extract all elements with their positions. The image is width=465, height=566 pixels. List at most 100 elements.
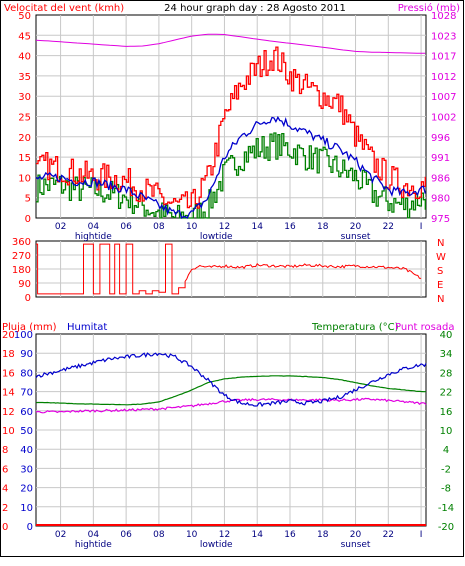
x-tick-label: 06 [120,222,132,232]
wind-y-tick: 40 [18,52,31,63]
x-tick-label: 16 [284,222,296,232]
humidity-y-tick: 0 [27,522,33,533]
compass-letter-e: E [437,280,443,291]
direction-y-tick: 180 [12,265,31,276]
dewpoint-axis-label: Punt rosada [395,322,454,333]
humidity-y-tick: 20 [20,484,33,495]
rain-axis-label: Pluja (mm) [2,322,57,333]
temp-y-tick: 28 [440,368,453,379]
rain-y-tick: 12 [2,407,15,418]
wind-y-tick: 10 [18,173,31,184]
x-tick-label: 16 [284,530,296,540]
x-event-label: lowtide [200,232,233,242]
x-event-label: sunset [341,540,371,550]
x-event-label: hightide [75,232,112,242]
x-tick-label: 22 [383,222,394,232]
wind-y-tick: 50 [18,11,31,22]
x-tick-label: 20 [350,222,362,232]
wind-axis-label: Velocitat del vent (kmh) [4,3,124,14]
pressure-line [35,33,426,54]
x-tick-label: 06 [120,530,132,540]
x-tick-label: 12 [219,530,230,540]
temp-y-tick: 16 [440,407,453,418]
wind-y-tick: 35 [18,72,31,83]
pressure-y-tick: 996 [431,133,450,144]
wind-y-tick: 0 [25,214,31,225]
temp-y-tick: -8 [441,484,451,495]
temperature-axis-label: Temperatura (°C) [311,322,399,333]
humidity-y-tick: 10 [20,503,33,514]
x-event-label: lowtide [200,540,233,550]
compass-letter-s: S [437,266,443,277]
x-tick-label: 18 [317,222,329,232]
wind-speed-line [35,115,426,220]
compass-letter-w: W [436,252,446,263]
temperature-line [35,375,427,406]
x-tick-label: 04 [88,222,100,232]
rain-y-tick: 4 [2,484,8,495]
x-tick-label: 18 [317,530,329,540]
x-tick-label: 22 [383,530,394,540]
rain-y-tick: 8 [2,445,8,456]
x-tick-label: 12 [219,222,230,232]
pressure-y-tick: 986 [431,173,450,184]
x-tick-label: 20 [350,530,362,540]
pressure-y-tick: 1007 [431,92,456,103]
humidity-y-tick: 90 [20,349,33,360]
rain-y-tick: 10 [2,426,15,437]
rain-y-tick: 16 [2,368,15,379]
wind-y-tick: 5 [25,194,31,205]
compass-letter-n-bottom: N [437,294,444,305]
pressure-y-tick: 975 [431,214,450,225]
x-tick-label: 08 [153,530,165,540]
temp-y-tick: 40 [440,330,453,341]
humidity-y-tick: 100 [14,330,33,341]
grid-lines [36,15,426,526]
direction-y-tick: 360 [12,237,31,248]
temp-y-tick: -20 [438,522,454,533]
humidity-y-tick: 30 [20,464,33,475]
humidity-y-tick: 70 [20,388,33,399]
x-tick-label: 10 [186,530,198,540]
compass-letter-n-top: N [437,238,444,249]
pressure-y-tick: 1023 [431,31,456,42]
temp-y-tick: 4 [443,445,449,456]
direction-y-tick: 90 [18,279,31,290]
x-tick-label: 04 [88,530,100,540]
wind-y-tick: 15 [18,153,31,164]
rain-y-tick: 14 [2,388,15,399]
x-tick-label: I [420,222,423,232]
pressure-y-tick: 1028 [431,11,456,22]
x-event-label: hightide [75,540,112,550]
pressure-y-tick: 991 [431,153,450,164]
rain-y-tick: 2 [2,503,8,514]
pressure-axis-label: Pressió (mb) [398,2,460,14]
direction-y-tick: 270 [12,251,31,262]
temp-y-tick: -2 [441,464,451,475]
wind-y-tick: 30 [18,92,31,103]
humidity-y-tick: 60 [20,407,33,418]
rain-y-tick: 6 [2,464,8,475]
x-tick-label: 10 [186,222,198,232]
wind-y-tick: 25 [18,113,31,124]
x-event-label: sunset [341,232,371,242]
rain-y-tick: 0 [2,522,8,533]
pressure-y-tick: 1012 [431,72,456,83]
x-tick-label: 02 [55,222,66,232]
x-tick-label: 02 [55,530,66,540]
wind-gust-line [36,46,426,209]
data-series [35,33,427,526]
pressure-y-tick: 1002 [431,113,456,124]
x-tick-label: 14 [251,530,263,540]
pressure-y-tick: 1017 [431,52,456,63]
direction-y-tick: 0 [25,293,31,304]
pressure-y-tick: 980 [431,194,450,205]
x-tick-label: I [420,530,423,540]
graph-title: 24 hour graph day : 28 Agosto 2011 [164,3,346,14]
humidity-y-tick: 50 [20,426,33,437]
rain-y-tick: 20 [2,330,15,341]
humidity-y-tick: 80 [20,368,33,379]
axis-tick-labels: 0510152025303540455097598098699199610021… [2,11,456,550]
humidity-y-tick: 40 [20,445,33,456]
